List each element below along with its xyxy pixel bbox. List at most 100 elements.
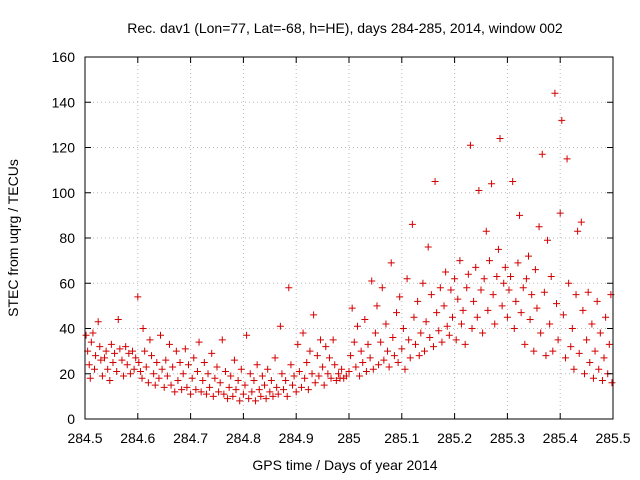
data-point — [390, 352, 398, 360]
y-tick-label: 80 — [59, 230, 75, 246]
data-point — [422, 318, 430, 326]
data-point — [130, 365, 138, 373]
data-point — [120, 372, 128, 380]
data-point — [584, 288, 592, 296]
data-point — [445, 331, 453, 339]
data-point — [257, 392, 265, 400]
y-tick-label: 0 — [67, 411, 75, 427]
data-point — [278, 370, 286, 378]
data-point — [269, 392, 277, 400]
data-point — [236, 397, 244, 405]
data-point — [459, 306, 467, 314]
data-point — [253, 361, 261, 369]
data-point — [522, 275, 530, 283]
data-point — [364, 340, 372, 348]
data-point — [297, 383, 305, 391]
data-point — [393, 309, 401, 317]
data-point — [378, 284, 386, 292]
data-point — [248, 388, 256, 396]
data-point — [475, 186, 483, 194]
data-point — [482, 227, 490, 235]
data-point — [451, 275, 459, 283]
data-point — [188, 374, 196, 382]
data-point — [561, 354, 569, 362]
data-point — [104, 365, 112, 373]
data-point — [187, 390, 195, 398]
y-tick-label: 100 — [52, 185, 76, 201]
data-point — [184, 361, 192, 369]
data-point — [292, 388, 300, 396]
data-point — [570, 365, 578, 373]
data-point — [136, 367, 144, 375]
data-point — [216, 379, 224, 387]
data-point — [299, 329, 307, 337]
data-point — [148, 352, 156, 360]
data-point — [96, 343, 104, 351]
data-point — [163, 372, 171, 380]
data-point — [375, 361, 383, 369]
data-point — [572, 291, 580, 299]
data-point — [567, 343, 575, 351]
data-point — [427, 291, 435, 299]
x-tick-label: 284.9 — [279, 430, 314, 446]
data-point — [109, 358, 117, 366]
data-point — [266, 388, 274, 396]
data-point — [327, 374, 335, 382]
data-point — [126, 370, 134, 378]
data-point — [106, 377, 114, 385]
data-point — [289, 381, 297, 389]
data-point — [114, 315, 122, 323]
data-point — [118, 356, 126, 364]
data-point — [258, 372, 266, 380]
data-point — [195, 338, 203, 346]
x-tick-label: 285.2 — [437, 430, 472, 446]
data-point — [262, 395, 270, 403]
data-point — [410, 313, 418, 321]
data-point — [264, 365, 272, 373]
data-point — [183, 383, 191, 391]
data-point — [229, 392, 237, 400]
data-point — [442, 268, 450, 276]
x-tick-labels: 284.5 284.6 284.7 284.8 284.9 285 285.1 285.2 28… — [67, 430, 630, 446]
data-point — [438, 338, 446, 346]
data-point — [304, 386, 312, 394]
data-point — [347, 352, 355, 360]
data-point — [200, 358, 208, 366]
data-point — [345, 367, 353, 375]
data-point — [338, 365, 346, 373]
data-point — [485, 257, 493, 265]
data-point — [546, 320, 554, 328]
grid-lines — [85, 57, 613, 419]
data-point — [215, 388, 223, 396]
data-point — [479, 329, 487, 337]
data-point — [295, 367, 303, 375]
x-tick-label: 284.5 — [67, 430, 102, 446]
data-point — [311, 379, 319, 387]
data-point — [241, 381, 249, 389]
data-point — [294, 340, 302, 348]
data-point — [456, 257, 464, 265]
data-point — [473, 313, 481, 321]
data-point — [533, 304, 541, 312]
data-point — [551, 89, 559, 97]
data-point — [403, 275, 411, 283]
data-point — [589, 374, 597, 382]
data-point — [447, 286, 455, 294]
data-point — [394, 358, 402, 366]
data-point — [544, 236, 552, 244]
data-point — [537, 329, 545, 337]
data-point — [89, 329, 97, 337]
data-point — [162, 356, 170, 364]
data-point — [252, 397, 260, 405]
data-point — [362, 367, 370, 375]
data-point — [169, 363, 177, 371]
data-point — [448, 313, 456, 321]
y-axis-label: STEC from uqrg / TECUs — [5, 159, 21, 317]
data-point — [547, 272, 555, 280]
data-point — [489, 291, 497, 299]
data-point — [380, 356, 388, 364]
data-point — [484, 306, 492, 314]
data-point — [202, 390, 210, 398]
data-point — [107, 340, 115, 348]
